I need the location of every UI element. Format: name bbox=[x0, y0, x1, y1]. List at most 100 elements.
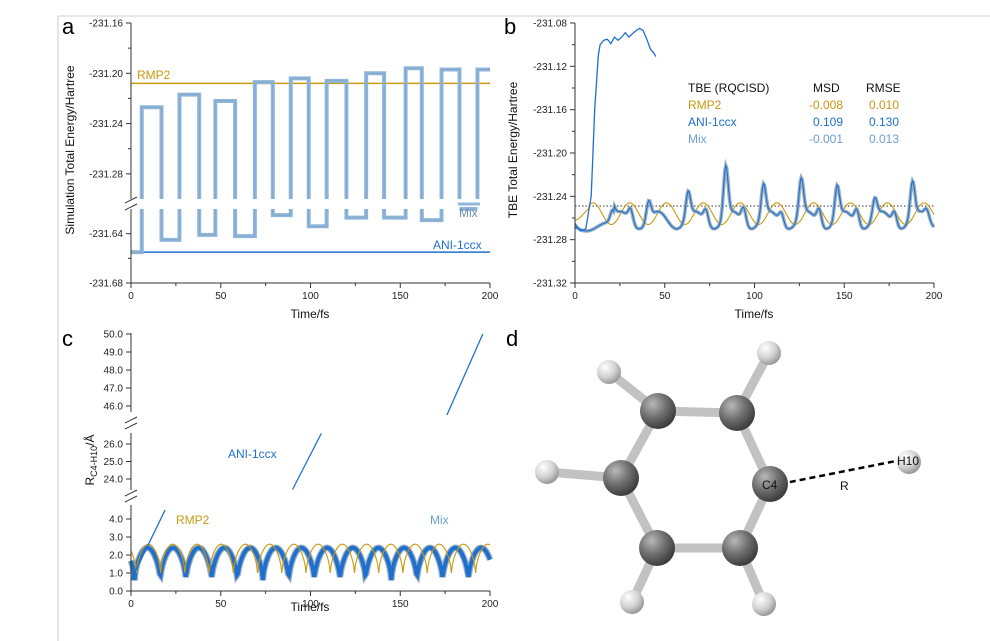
panel-b-ytick-label: -231.16 bbox=[533, 105, 567, 116]
panel-b-xtick-label: 100 bbox=[746, 291, 763, 302]
panel-c-xtick-label: 0 bbox=[128, 599, 134, 610]
panel-a-xlabel: Time/fs bbox=[291, 307, 330, 321]
carbon-atom bbox=[640, 393, 676, 429]
panel-c-ytick-label: 3.0 bbox=[109, 533, 123, 544]
panel-a-y-ticks: -231.16 -231.20 -231.24 -231.28 -231.64 -231.… bbox=[89, 19, 131, 290]
panel-c-ytick-label: 24.0 bbox=[104, 475, 124, 486]
panel-c-letter: c bbox=[62, 326, 73, 351]
panel-c-xtick-label: 50 bbox=[215, 599, 227, 610]
panel-a-x-ticks: 0 50 100 150 200 bbox=[128, 283, 499, 302]
panel-b-xtick-label: 50 bbox=[659, 291, 671, 302]
panel-c-xlabel: Time/fs bbox=[291, 600, 330, 614]
table-row-ani-rmse: 0.130 bbox=[869, 115, 899, 129]
hydrogen-atom bbox=[597, 360, 621, 384]
panel-b-ytick-label: -231.32 bbox=[533, 279, 567, 290]
panel-c: c RC4-H10/Å Time/fs ANI-1ccx RMP2 Mix 0.… bbox=[62, 326, 499, 614]
table-row-ani-name: ANI-1ccx bbox=[688, 115, 737, 129]
carbon-atom bbox=[639, 530, 675, 566]
table-header-msd: MSD bbox=[813, 81, 840, 95]
label-c4: C4 bbox=[762, 478, 778, 492]
panel-b-x-ticks: 0 50 100 150 200 bbox=[572, 283, 943, 302]
panel-a-ytick-label: -231.20 bbox=[89, 69, 123, 80]
panel-c-rmp2-line bbox=[130, 543, 491, 574]
table-header-name: TBE (RQCISD) bbox=[688, 81, 769, 95]
panel-c-mix-line-core bbox=[129, 545, 492, 581]
panel-b-letter: b bbox=[504, 14, 516, 39]
panel-c-xtick-label: 150 bbox=[392, 599, 409, 610]
panel-b-ani-line bbox=[574, 27, 657, 232]
panel-c-ytick-label: 46.0 bbox=[104, 402, 124, 413]
panel-c-axis-break-lower bbox=[124, 489, 138, 503]
panel-b-y-ticks: -231.08 -231.12 -231.16 -231.20 -231.24 -231.… bbox=[533, 19, 575, 290]
panel-c-xtick-label: 100 bbox=[302, 599, 319, 610]
panel-a-label-mix: Mix bbox=[459, 206, 478, 220]
panel-a-mix-line bbox=[131, 66, 490, 255]
panel-c-plot: ANI-1ccx RMP2 Mix 0.0 1.0 2.0 3.0 4.0 24.0 25.… bbox=[104, 330, 499, 611]
panel-a-xtick-label: 200 bbox=[482, 291, 499, 302]
panel-c-label-mix: Mix bbox=[430, 513, 449, 527]
panel-b: b TBE Total Energy/Hartree Time/fs TBE (… bbox=[504, 14, 943, 321]
carbon-atom bbox=[603, 460, 639, 496]
panel-d-letter: d bbox=[506, 326, 518, 351]
panel-a-ytick-label: -231.16 bbox=[89, 19, 123, 30]
panel-b-mix-line-core bbox=[574, 163, 935, 232]
table-row-rmp2-name: RMP2 bbox=[688, 98, 722, 112]
panel-c-label-ani: ANI-1ccx bbox=[228, 447, 277, 461]
panel-c-ani-segment bbox=[291, 433, 322, 490]
molecule: C4 H10 R bbox=[535, 341, 921, 616]
panel-b-ytick-label: -231.08 bbox=[533, 19, 567, 30]
panel-a-ytick-label: -231.24 bbox=[89, 119, 123, 130]
panel-a-xtick-label: 150 bbox=[392, 291, 409, 302]
panel-b-rmp2-line bbox=[574, 202, 935, 226]
panel-a-xtick-label: 0 bbox=[128, 291, 134, 302]
panel-a-axis-break bbox=[124, 196, 138, 211]
label-h10: H10 bbox=[897, 454, 919, 468]
panel-c-x-ticks: 0 50 100 150 200 bbox=[128, 591, 499, 610]
panel-b-ytick-label: -231.20 bbox=[533, 149, 567, 160]
panel-c-ylabel: RC4-H10/Å bbox=[82, 434, 99, 485]
molecule-bonds bbox=[542, 348, 775, 609]
panel-a-xtick-label: 50 bbox=[215, 291, 227, 302]
panel-a-mix-line-core bbox=[131, 67, 490, 253]
panel-c-ani-segment bbox=[130, 509, 166, 581]
hydrogen-atom bbox=[620, 590, 644, 614]
hydrogen-atom bbox=[757, 341, 781, 365]
table-row-ani-msd: 0.109 bbox=[813, 115, 843, 129]
panel-b-xtick-label: 200 bbox=[926, 291, 943, 302]
panel-c-y-ticks: 0.0 1.0 2.0 3.0 4.0 24.0 25.0 26.0 46.0 47.0 48.0 4… bbox=[104, 330, 131, 598]
panel-b-xtick-label: 0 bbox=[572, 291, 578, 302]
panel-b-ylabel: TBE Total Energy/Hartree bbox=[506, 81, 520, 218]
panel-c-ytick-label: 2.0 bbox=[109, 551, 123, 562]
panel-a-label-ani: ANI-1ccx bbox=[433, 238, 482, 252]
panel-b-ytick-label: -231.12 bbox=[533, 62, 567, 73]
distance-line-c4-h10 bbox=[779, 457, 907, 486]
panel-a-ytick-label: -231.64 bbox=[89, 229, 123, 240]
table-row-mix-name: Mix bbox=[688, 132, 707, 146]
panel-b-xlabel: Time/fs bbox=[735, 307, 774, 321]
panel-a-ytick-label: -231.28 bbox=[89, 169, 123, 180]
panel-c-ylabel-main: R bbox=[83, 477, 97, 486]
panel-a-series bbox=[131, 66, 490, 255]
panel-b-plot: TBE (RQCISD) MSD RMSE RMP2 -0.008 0.010 … bbox=[533, 19, 943, 303]
panel-c-ytick-label: 48.0 bbox=[104, 366, 124, 377]
panel-c-axis-break-upper bbox=[124, 416, 138, 430]
carbon-atom-c4 bbox=[752, 466, 788, 502]
table-row-rmp2-rmse: 0.010 bbox=[869, 98, 899, 112]
panel-b-series bbox=[574, 27, 936, 233]
panel-c-ylabel-sub: C4-H10 bbox=[89, 446, 99, 477]
table-header-rmse: RMSE bbox=[866, 81, 901, 95]
panel-c-series bbox=[127, 333, 494, 584]
panel-a-xtick-label: 100 bbox=[302, 291, 319, 302]
panel-c-ylabel-unit: /Å bbox=[82, 434, 97, 445]
panel-b-ytick-label: -231.28 bbox=[533, 235, 567, 246]
carbon-atom bbox=[719, 395, 755, 431]
hydrogen-atom bbox=[752, 592, 776, 616]
panel-c-ytick-label: 4.0 bbox=[109, 515, 123, 526]
table-row-rmp2-msd: -0.008 bbox=[809, 98, 843, 112]
panel-c-label-rmp2: RMP2 bbox=[176, 513, 210, 527]
table-row-mix-rmse: 0.013 bbox=[869, 132, 899, 146]
panel-b-stats-table: TBE (RQCISD) MSD RMSE RMP2 -0.008 0.010 … bbox=[688, 81, 901, 146]
panel-c-ytick-label: 49.0 bbox=[104, 348, 124, 359]
table-row-mix-msd: -0.001 bbox=[809, 132, 843, 146]
